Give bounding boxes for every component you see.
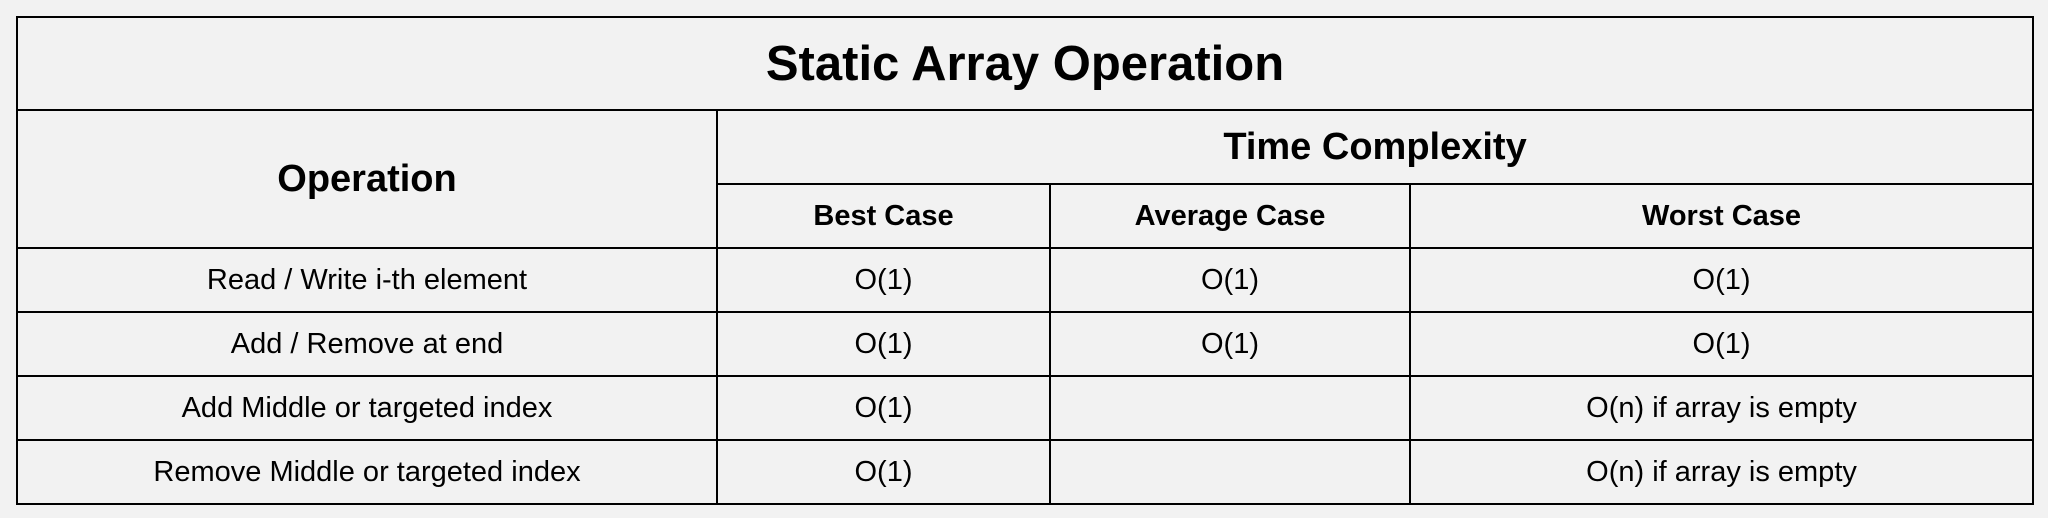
worst-case-cell: O(n) if array is empty [1408,439,2035,505]
header-row-1: Operation Time Complexity [16,109,2035,249]
table-row: Add Middle or targeted index O(1) O(n) i… [16,375,2035,441]
worst-case-cell: O(1) [1408,311,2035,377]
average-case-header: Average Case [1049,183,1411,249]
best-case-cell: O(1) [716,439,1051,505]
operation-header: Operation [16,109,718,249]
table-row: Add / Remove at end O(1) O(1) O(1) [16,311,2035,377]
operation-cell: Remove Middle or targeted index [16,439,718,505]
time-complexity-header: Time Complexity [715,109,2035,185]
table-row: Read / Write i-th element O(1) O(1) O(1) [16,247,2035,313]
average-case-cell [1049,375,1411,441]
average-case-cell: O(1) [1049,247,1411,313]
best-case-header: Best Case [716,183,1051,249]
worst-case-cell: O(1) [1408,247,2035,313]
operation-cell: Add Middle or targeted index [16,375,718,441]
operation-cell: Add / Remove at end [16,311,718,377]
average-case-cell: O(1) [1049,311,1411,377]
complexity-table: Static Array Operation Operation Time Co… [15,16,2035,505]
header-row-2: Best Case Average Case Worst Case [17,183,2035,249]
complexity-table-container: Static Array Operation Operation Time Co… [15,16,2035,505]
best-case-cell: O(1) [716,375,1051,441]
best-case-cell: O(1) [716,247,1051,313]
operation-cell: Read / Write i-th element [16,247,718,313]
worst-case-header: Worst Case [1408,183,2035,249]
best-case-cell: O(1) [716,311,1051,377]
average-case-cell [1049,439,1411,505]
worst-case-cell: O(n) if array is empty [1408,375,2035,441]
title-row: Static Array Operation [15,16,2035,111]
table-title: Static Array Operation [15,16,2035,111]
table-row: Remove Middle or targeted index O(1) O(n… [16,439,2035,505]
